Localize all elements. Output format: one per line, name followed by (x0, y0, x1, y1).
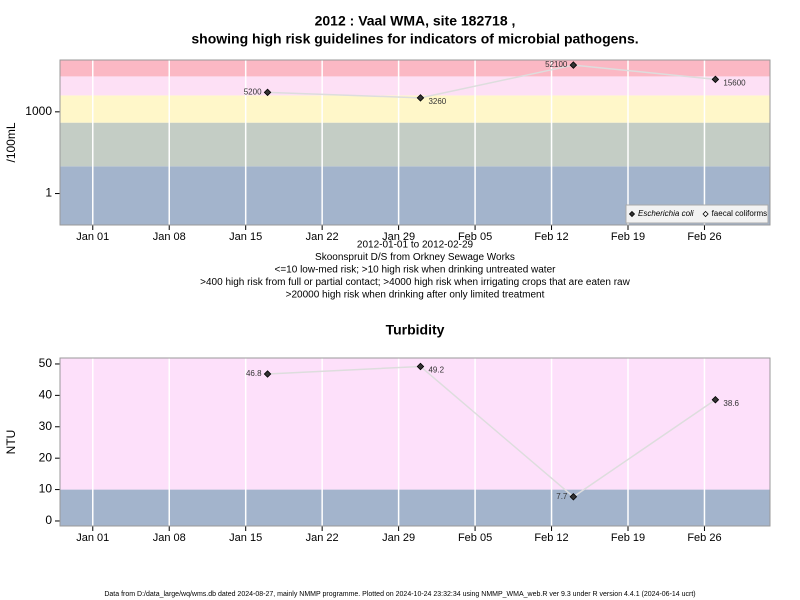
series-line (267, 64, 716, 99)
data-label: 49.2 (428, 366, 444, 375)
data-point (711, 395, 720, 404)
chart-title: Turbidity (386, 322, 445, 338)
y-tick-label: 10 (39, 482, 53, 496)
note: >20000 high risk when drinking after onl… (286, 290, 545, 301)
risk-band (60, 60, 770, 77)
data-point (263, 370, 272, 378)
y-tick-label: 0 (45, 513, 52, 527)
x-tick-label: Jan 22 (306, 532, 339, 544)
data-point (569, 61, 578, 69)
y-tick-label: 1000 (25, 104, 52, 118)
y-tick-label: 30 (39, 419, 53, 433)
panel-border (59, 59, 771, 226)
x-tick-label: Feb 05 (458, 231, 492, 243)
legend-box (625, 204, 769, 224)
y-tick-label: 20 (39, 450, 53, 464)
risk-band (60, 122, 770, 167)
risk-band (60, 358, 770, 490)
series-line (267, 365, 716, 498)
note: Skoonspruit D/S from Orkney Sewage Works (315, 252, 515, 263)
y-tick-label: 50 (39, 356, 53, 370)
y-axis-label: NTU (4, 430, 18, 455)
data-label: 15600 (723, 78, 746, 87)
y-axis-label: /100mL (4, 122, 18, 162)
x-tick-label: Jan 22 (306, 231, 339, 243)
x-tick-label: Feb 19 (611, 532, 645, 544)
data-label: 46.8 (246, 369, 262, 378)
x-tick-label: Jan 08 (153, 532, 186, 544)
x-tick-label: Jan 29 (382, 532, 415, 544)
x-tick-label: Feb 12 (534, 532, 568, 544)
data-point (416, 94, 425, 102)
footer: Data from D:/data_large/wq/wms.db dated … (104, 591, 695, 598)
x-tick-label: Feb 26 (687, 532, 721, 544)
y-tick-label: 40 (39, 388, 53, 402)
legend-label: Escherichia coli (638, 209, 694, 218)
data-label: 52100 (545, 60, 568, 69)
data-point (263, 88, 272, 97)
risk-band (60, 489, 770, 526)
chart-title: showing high risk guidelines for indicat… (191, 31, 638, 47)
x-tick-label: Feb 19 (611, 231, 645, 243)
risk-band (60, 76, 770, 96)
data-point (416, 362, 425, 371)
legend-marker (702, 210, 709, 218)
x-tick-label: Feb 26 (687, 231, 721, 243)
x-tick-label: Jan 29 (382, 231, 415, 243)
data-label: 38.6 (723, 399, 739, 408)
x-tick-label: Feb 05 (458, 532, 492, 544)
data-label: 5200 (244, 87, 262, 96)
x-tick-label: Jan 15 (229, 532, 262, 544)
risk-band (60, 95, 770, 123)
x-tick-label: Jan 01 (76, 231, 109, 243)
data-label: 7.7 (556, 492, 568, 501)
x-tick-label: Jan 08 (153, 231, 186, 243)
note: <=10 low-med risk; >10 high risk when dr… (275, 265, 557, 276)
panel-border (59, 357, 771, 527)
x-tick-label: Jan 01 (76, 532, 109, 544)
data-point (569, 493, 578, 501)
legend-marker (628, 210, 636, 218)
data-point (711, 75, 720, 84)
data-label: 3260 (428, 97, 446, 106)
x-tick-label: Feb 12 (534, 231, 568, 243)
chart-title: 2012 : Vaal WMA, site 182718 , (315, 13, 516, 29)
y-tick-label: 1 (45, 186, 52, 200)
legend-label: faecal coliforms (712, 209, 768, 218)
x-tick-label: Jan 15 (229, 231, 262, 243)
note: >400 high risk from full or partial cont… (200, 277, 630, 288)
note: 2012-01-01 to 2012-02-29 (357, 240, 474, 251)
